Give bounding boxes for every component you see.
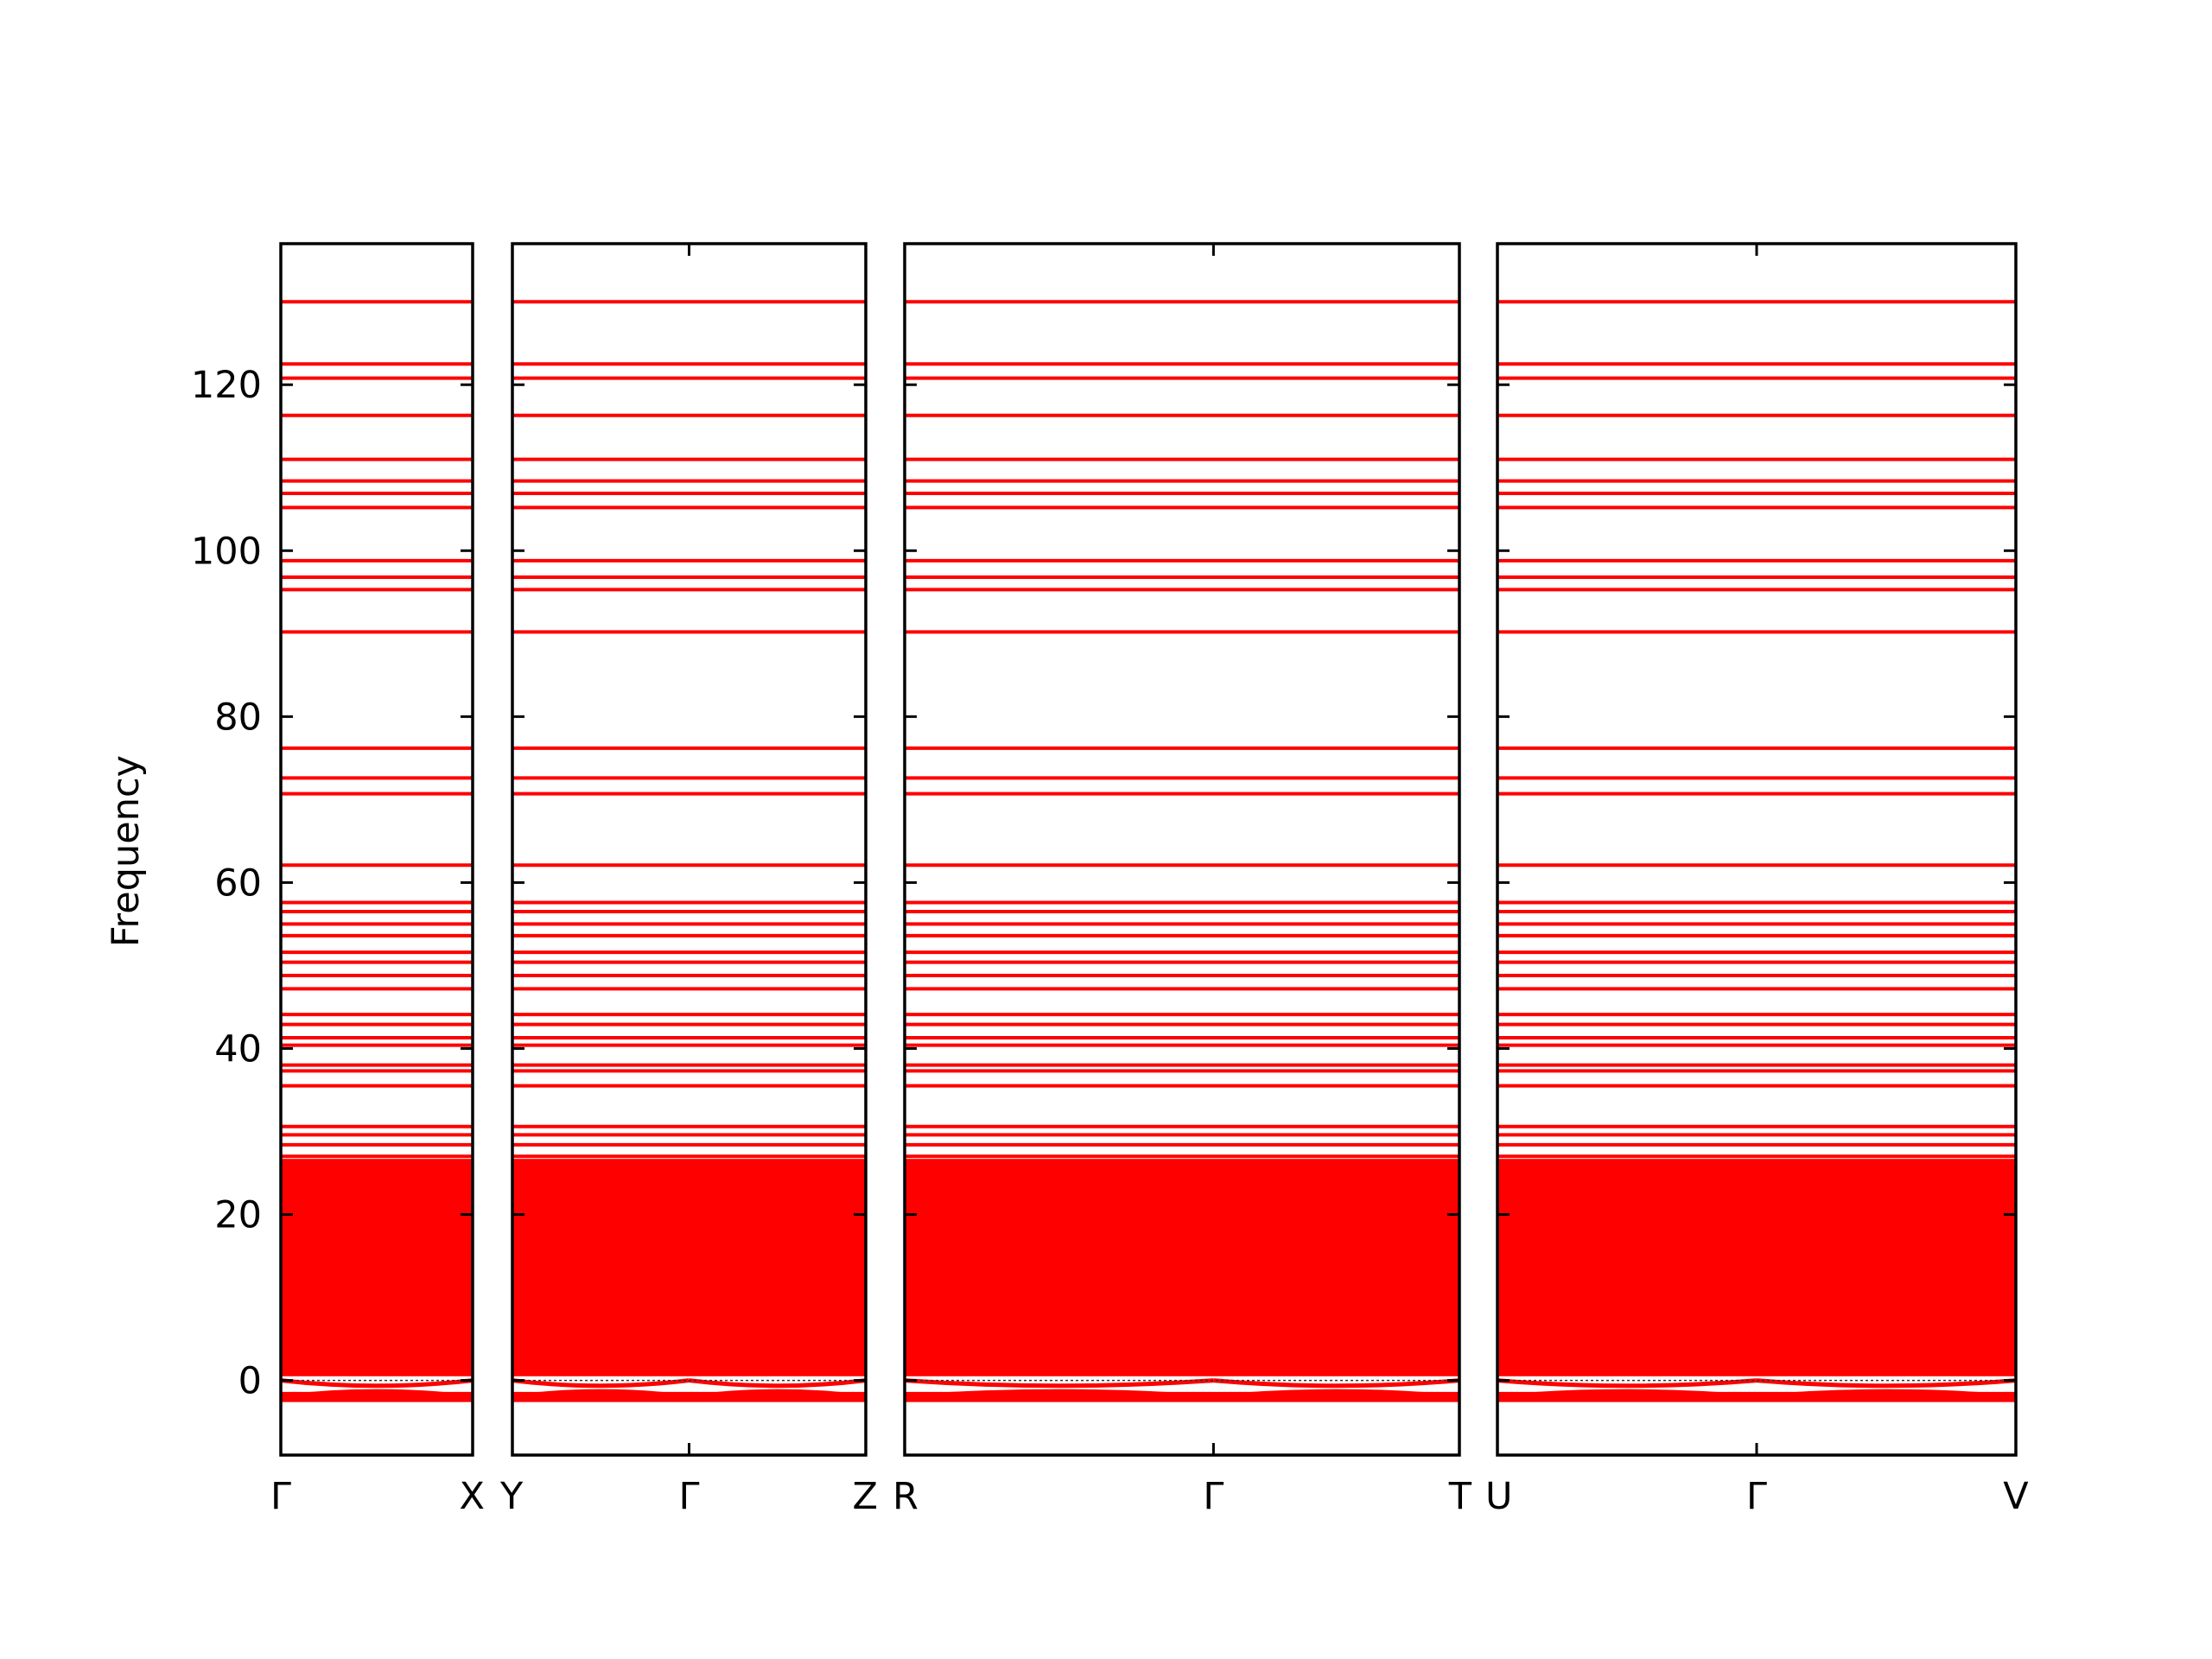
panel-frame (279, 242, 474, 1457)
acoustic-branch (689, 1378, 866, 1389)
x-tick-label: R (893, 1475, 918, 1518)
panel-plot-area (281, 300, 473, 1402)
acoustic-branch (512, 1378, 690, 1389)
acoustic-branch (1756, 1378, 2016, 1389)
x-tick-label: Y (499, 1475, 524, 1518)
x-tick-label: V (2003, 1475, 2029, 1518)
x-tick-label: Γ (1746, 1475, 1767, 1518)
panel-plot-area (512, 300, 866, 1402)
dense-band-fill (281, 1159, 473, 1376)
acoustic-branch (1497, 1378, 1758, 1389)
acoustic-branch (905, 1389, 1214, 1400)
y-tick-label: 20 (214, 1194, 262, 1237)
acoustic-branch (281, 1378, 473, 1389)
y-tick-label: 100 (191, 530, 262, 573)
y-axis-label: Frequency (105, 755, 148, 947)
y-tick-label: 60 (214, 861, 262, 905)
acoustic-branch (281, 1389, 473, 1400)
dense-band-fill (512, 1159, 866, 1376)
acoustic-branch (1213, 1389, 1459, 1400)
x-tick-label: Γ (1203, 1475, 1224, 1518)
y-tick-label: 80 (214, 696, 262, 739)
x-tick-label: Γ (679, 1475, 700, 1518)
panel-2 (511, 242, 868, 1457)
dense-band-fill (1497, 1159, 2016, 1376)
panel-1 (279, 242, 474, 1457)
panel-plot-area (1497, 300, 2016, 1402)
x-tick-label: Γ (270, 1475, 291, 1518)
acoustic-branch (1213, 1378, 1459, 1389)
x-tick-label: T (1448, 1475, 1472, 1518)
panels-group (279, 242, 2018, 1457)
panel-3 (903, 242, 1461, 1457)
x-tick-label: X (460, 1475, 485, 1518)
y-tick-labels: 0 20 40 60 80 100 120 (191, 364, 262, 1402)
y-tick-label: 40 (214, 1027, 262, 1071)
acoustic-branch (1756, 1389, 2016, 1400)
y-tick-label: 0 (238, 1360, 262, 1403)
panel-plot-area (905, 300, 1459, 1402)
x-tick-label: Z (853, 1475, 878, 1518)
x-tick-label: U (1485, 1475, 1512, 1518)
panel-frame (903, 242, 1461, 1457)
y-tick-label: 120 (191, 364, 262, 407)
acoustic-branch (689, 1389, 866, 1400)
dense-band-fill (905, 1159, 1459, 1376)
acoustic-branch (905, 1378, 1214, 1389)
acoustic-branch (1497, 1389, 1758, 1400)
acoustic-branch (512, 1389, 690, 1400)
panel-4 (1496, 242, 2018, 1457)
